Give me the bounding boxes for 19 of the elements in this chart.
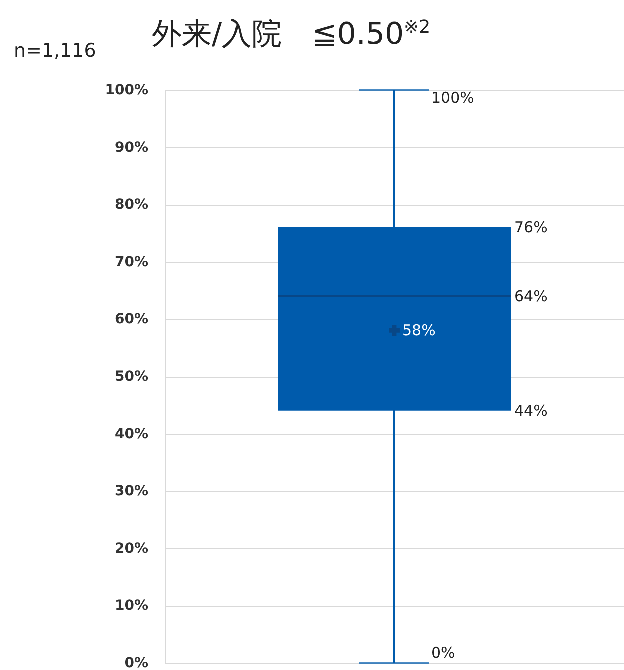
annotation: 64% (514, 287, 548, 306)
y-tick-label: 90% (114, 140, 148, 156)
annotation: 76% (514, 218, 548, 237)
y-tick-label: 50% (114, 369, 148, 385)
y-tick-label: 0% (124, 656, 148, 670)
y-tick-label: 70% (114, 254, 148, 270)
chart-title: 外来/入院 ≦0.50$^{※2}$ (152, 16, 431, 54)
annotation: 0% (432, 644, 456, 662)
y-tick-label: 40% (114, 426, 148, 442)
text: n=1,116 (14, 40, 96, 62)
y-tick-label: 30% (114, 484, 148, 500)
y-tick-label: 80% (114, 197, 148, 214)
annotation: 100% (432, 89, 474, 107)
annotation: 58% (402, 322, 436, 340)
y-tick-label: 10% (114, 598, 148, 614)
y-tick-label: 60% (114, 312, 148, 328)
annotation: 44% (514, 402, 548, 420)
y-tick-label: 100% (105, 82, 148, 98)
y-tick-label: 20% (114, 540, 148, 557)
